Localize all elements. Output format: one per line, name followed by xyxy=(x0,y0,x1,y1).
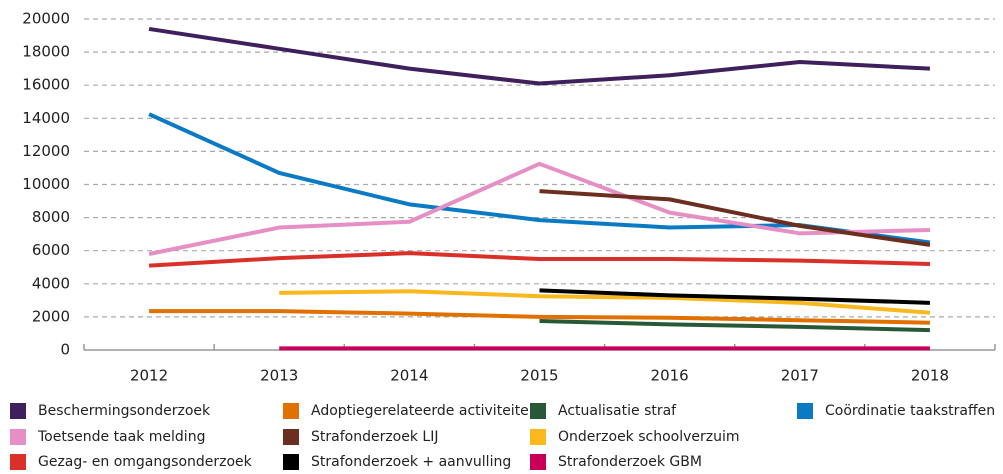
y-tick-label: 0 xyxy=(60,341,70,359)
series-line xyxy=(539,319,930,333)
y-tick-label: 16000 xyxy=(22,76,70,94)
series-line xyxy=(148,161,930,256)
series-line xyxy=(149,309,930,325)
legend-label: Beschermingsonderzoek xyxy=(38,403,211,419)
y-tick-label: 2000 xyxy=(32,307,70,325)
legend-swatch xyxy=(10,454,26,470)
series-line xyxy=(148,112,931,245)
x-tick-label: 2018 xyxy=(911,367,949,385)
legend-label: Strafonderzoek GBM xyxy=(558,454,702,470)
y-tick-label: 6000 xyxy=(32,241,70,259)
series-line xyxy=(279,289,931,315)
legend-swatch xyxy=(283,454,299,470)
x-tick-label: 2017 xyxy=(781,367,819,385)
legend-swatch xyxy=(10,403,26,419)
y-tick-label: 12000 xyxy=(22,142,70,160)
x-tick-label: 2014 xyxy=(390,367,428,385)
legend-label: Actualisatie straf xyxy=(558,403,677,419)
x-tick-label: 2015 xyxy=(520,367,558,385)
legend-swatch xyxy=(530,429,546,445)
y-tick-label: 8000 xyxy=(32,208,70,226)
y-tick-label: 14000 xyxy=(22,109,70,127)
legend-label: Strafonderzoek + aanvulling xyxy=(311,454,511,470)
legend-swatch xyxy=(530,454,546,470)
x-tick-label: 2016 xyxy=(651,367,689,385)
x-tick-label: 2013 xyxy=(260,367,298,385)
y-tick-label: 18000 xyxy=(22,43,70,61)
legend-label: Onderzoek schoolverzuim xyxy=(558,429,740,445)
legend-label: Toetsende taak melding xyxy=(37,429,205,445)
legend-label: Adoptiegerelateerde activiteiten xyxy=(311,403,538,419)
x-tick-label: 2012 xyxy=(130,367,168,385)
legend-label: Coördinatie taakstraffen xyxy=(825,403,995,419)
legend-swatch xyxy=(530,403,546,419)
legend-swatch xyxy=(283,403,299,419)
legend-swatch xyxy=(10,429,26,445)
legend-swatch xyxy=(283,429,299,445)
series-line xyxy=(148,251,930,268)
series-line xyxy=(539,189,931,247)
legend-label: Strafonderzoek LIJ xyxy=(311,429,438,445)
series-line xyxy=(539,288,930,305)
legend-label: Gezag- en omgangsonderzoek xyxy=(38,454,253,470)
y-tick-label: 4000 xyxy=(32,274,70,292)
y-tick-label: 10000 xyxy=(22,175,70,193)
legend-swatch xyxy=(797,403,813,419)
y-tick-label: 20000 xyxy=(22,10,70,28)
series-line xyxy=(148,26,931,86)
